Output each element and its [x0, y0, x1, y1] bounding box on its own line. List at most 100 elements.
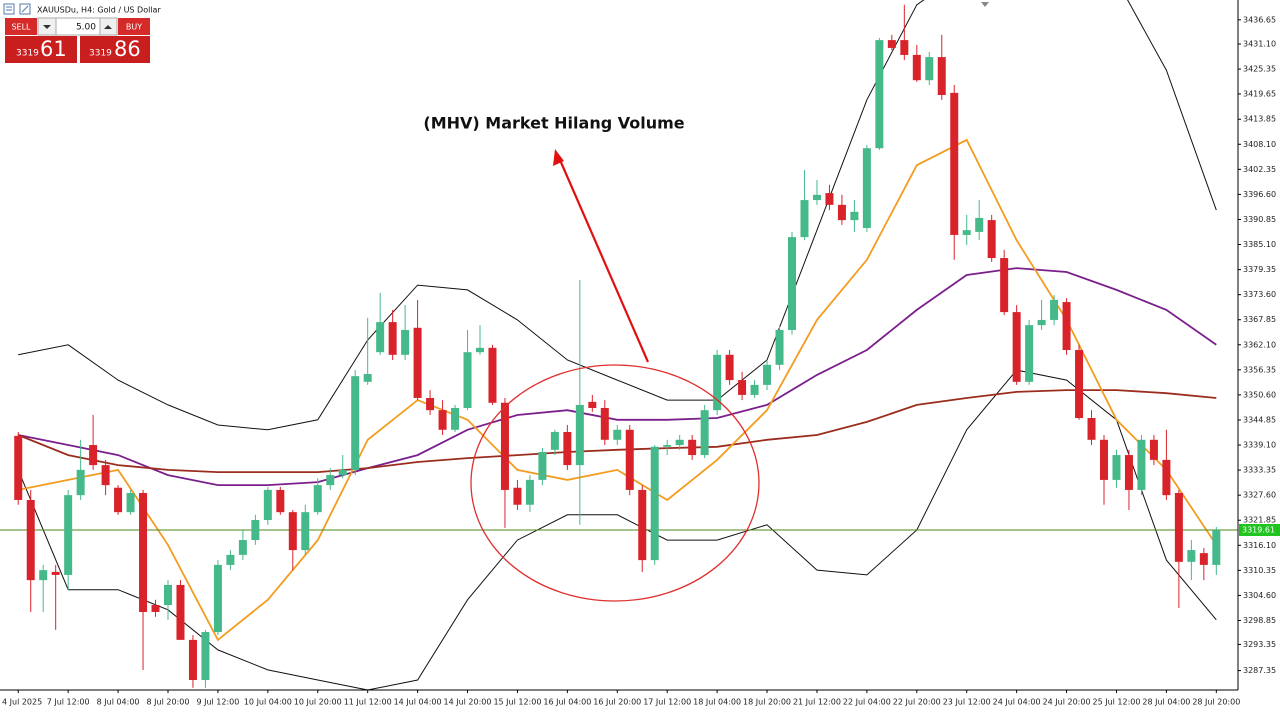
buy-price-frac[interactable]: 86	[114, 37, 141, 61]
candle-body	[1137, 439, 1146, 490]
x-tick-label: 18 Jul 04:00	[693, 698, 741, 707]
x-tick-label: 21 Jul 12:00	[793, 698, 841, 707]
candle-body	[713, 354, 722, 411]
candle-body	[201, 632, 210, 680]
sell-button[interactable]	[5, 18, 37, 35]
candle-body	[875, 40, 884, 149]
candle-body	[238, 540, 247, 555]
candle-body	[1187, 550, 1196, 562]
candle-body	[126, 492, 135, 513]
candle-body	[313, 485, 322, 513]
lot-value[interactable]: 5.00	[76, 23, 96, 33]
candle-body	[1050, 299, 1059, 320]
y-tick-label: 3298.85	[1243, 616, 1276, 625]
candle-body	[825, 193, 834, 205]
candle-body	[962, 230, 971, 235]
candle-body	[39, 570, 48, 581]
y-tick-label: 3321.85	[1243, 516, 1276, 525]
candle-body	[1162, 459, 1171, 496]
candle-body	[376, 322, 385, 353]
y-tick-label: 3350.60	[1243, 390, 1276, 399]
candle-body	[738, 380, 747, 395]
candle-body	[164, 584, 172, 606]
candle-body	[1199, 553, 1208, 565]
current-price-box	[1239, 523, 1280, 536]
candle-body	[476, 347, 484, 353]
candle-body	[638, 489, 647, 561]
x-tick-label: 16 Jul 04:00	[543, 698, 591, 707]
x-tick-label: 7 Jul 12:00	[47, 698, 90, 707]
indicator-line	[18, 138, 1218, 642]
candle-body	[763, 364, 772, 385]
candle-body	[139, 492, 148, 612]
x-tick-label: 10 Jul 04:00	[244, 698, 292, 707]
y-tick-label: 3436.65	[1243, 15, 1276, 24]
highlight-ellipse	[470, 364, 760, 602]
candle-body	[151, 605, 160, 612]
sell-price-box[interactable]	[5, 36, 77, 63]
icon	[3, 3, 15, 15]
candle-body	[426, 397, 435, 411]
candle-body	[463, 352, 472, 408]
candle-body	[1037, 319, 1046, 326]
y-tick-label: 3344.85	[1243, 415, 1276, 424]
candle-body	[14, 435, 23, 500]
y-tick-label: 3316.10	[1243, 541, 1276, 550]
candle-body	[513, 487, 522, 505]
x-tick-label: 28 Jul 20:00	[1192, 698, 1240, 707]
candle-body	[525, 479, 534, 505]
candle-body	[1100, 439, 1108, 480]
buy-price-box[interactable]	[80, 36, 150, 63]
candle-body	[226, 554, 235, 565]
current-price-label: 3319.61	[1242, 525, 1275, 534]
y-tick-label: 3408.10	[1243, 140, 1276, 149]
candle-body	[1062, 302, 1071, 351]
candle-body	[363, 373, 372, 382]
candle-body	[89, 445, 98, 466]
header-title: XAUUSDu, H4: Gold / US Dollar	[37, 6, 161, 15]
candle-body	[26, 499, 35, 581]
indicator-line	[17, 389, 1217, 473]
candle-body	[750, 384, 759, 395]
y-tick-label: 3304.60	[1243, 591, 1276, 600]
candle-body	[912, 54, 921, 81]
x-tick-label: 9 Jul 12:00	[196, 698, 239, 707]
candle-body	[613, 429, 622, 440]
y-tick-label: 3390.85	[1243, 215, 1276, 224]
buy-price-int[interactable]: 3319	[89, 49, 112, 59]
candle-body	[64, 495, 73, 575]
candle-body	[51, 571, 60, 575]
x-tick-label: 14 Jul 04:00	[394, 698, 442, 707]
candle-body	[837, 204, 846, 221]
x-tick-label: 28 Jul 04:00	[1142, 698, 1190, 707]
y-tick-label: 3310.35	[1243, 566, 1276, 575]
arrow-shaft	[558, 159, 650, 363]
candle-body	[1087, 418, 1096, 440]
candle-body	[1212, 530, 1221, 565]
candle-body	[114, 487, 123, 513]
candle-body	[700, 410, 709, 456]
sell-price-int[interactable]: 3319	[16, 49, 39, 59]
buy-label[interactable]: BUY	[126, 23, 142, 32]
candle-body	[987, 220, 996, 259]
candle-body	[401, 329, 410, 355]
icon	[21, 5, 29, 13]
candle-body	[900, 40, 909, 55]
candle-body	[725, 354, 734, 381]
sell-label[interactable]: SELL	[11, 23, 31, 32]
candle-body	[663, 445, 672, 447]
candle-body	[975, 217, 984, 232]
sell-price-frac[interactable]: 61	[40, 37, 67, 61]
candle-body	[625, 429, 634, 490]
candle-body	[862, 148, 871, 228]
candle-body	[1124, 455, 1133, 490]
candle-body	[812, 194, 821, 201]
candle-body	[251, 520, 260, 541]
x-tick-label: 8 Jul 20:00	[147, 698, 190, 707]
x-tick-label: 24 Jul 04:00	[993, 698, 1041, 707]
candle-body	[488, 347, 497, 403]
candle-body	[1025, 325, 1034, 382]
buy-button[interactable]	[118, 18, 150, 35]
candle-body	[800, 200, 809, 238]
